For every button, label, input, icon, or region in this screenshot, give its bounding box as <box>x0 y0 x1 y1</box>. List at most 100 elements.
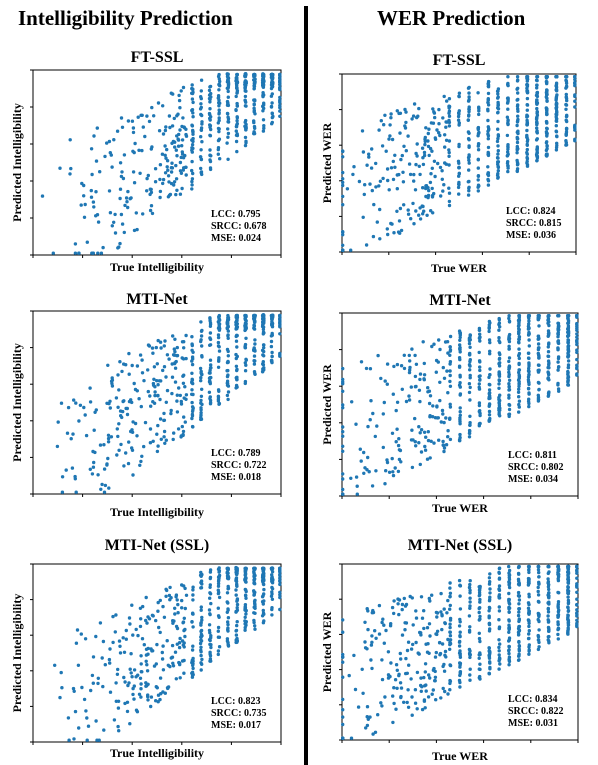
scatter-point <box>235 608 240 612</box>
scatter-point <box>448 594 452 599</box>
scatter-point <box>278 595 282 600</box>
scatter-point <box>101 684 105 689</box>
plot-frame <box>32 563 282 743</box>
scatter-point <box>234 633 239 637</box>
scatter-point <box>448 581 452 585</box>
scatter-point <box>374 161 378 166</box>
scatter-point <box>575 335 579 339</box>
scatter-point <box>360 667 364 671</box>
scatter-point <box>417 425 421 429</box>
scatter-point <box>182 671 186 675</box>
scatter-point <box>546 614 550 618</box>
scatter-point <box>545 75 549 79</box>
scatter-point <box>448 417 452 421</box>
scatter-point <box>537 363 541 367</box>
scatter-point <box>66 716 71 720</box>
scatter-point <box>99 487 103 491</box>
scatter-point <box>175 134 179 138</box>
scatter-point <box>566 365 570 370</box>
scatter-point <box>95 126 100 130</box>
scatter-point <box>252 599 257 604</box>
scatter-point <box>234 129 238 133</box>
scatter-point <box>535 154 539 158</box>
scatter-point <box>422 361 426 366</box>
scatter-point <box>403 124 407 128</box>
scatter-point <box>370 666 374 671</box>
scatter-point <box>253 112 257 116</box>
scatter-point <box>182 616 186 620</box>
scatter-point <box>170 141 174 145</box>
scatter-point <box>546 350 551 354</box>
scatter-point <box>82 405 86 410</box>
scatter-point <box>467 428 472 433</box>
scatter-point <box>217 129 221 134</box>
scatter-point <box>431 404 435 408</box>
scatter-point <box>116 699 121 703</box>
scatter-point <box>226 131 231 136</box>
scatter-point <box>515 167 520 171</box>
scatter-point <box>437 338 441 342</box>
scatter-point <box>545 99 549 103</box>
scatter-point <box>438 133 442 138</box>
scatter-point <box>253 371 257 376</box>
scatter-point <box>422 430 427 434</box>
scatter-point <box>269 94 274 98</box>
scatter-point <box>506 122 510 127</box>
scatter-point <box>181 374 185 378</box>
scatter-point <box>566 375 571 379</box>
scatter-point <box>418 172 422 177</box>
scatter-point <box>414 151 418 156</box>
scatter-point <box>488 373 492 377</box>
scatter-point <box>447 154 451 158</box>
metric-label: SRCC: 0.735 <box>211 708 267 719</box>
scatter-point <box>413 353 417 358</box>
scatter-point <box>486 183 491 187</box>
scatter-point <box>436 161 440 166</box>
scatter-point <box>158 340 163 344</box>
scatter-point <box>546 354 550 358</box>
scatter-point <box>148 427 153 431</box>
scatter-point <box>546 359 551 363</box>
scatter-point <box>468 398 472 402</box>
scatter-point <box>575 590 579 594</box>
scatter-point <box>138 676 143 680</box>
scatter-point <box>442 449 446 454</box>
scatter-point <box>226 157 230 161</box>
scatter-point <box>191 171 195 176</box>
scatter-point <box>175 353 179 358</box>
scatter-point <box>486 109 490 113</box>
scatter-point <box>395 686 399 690</box>
scatter-point <box>424 126 428 130</box>
scatter-point <box>507 636 512 640</box>
scatter-point <box>261 118 266 122</box>
scatter-point <box>564 107 568 112</box>
scatter-point <box>226 616 231 620</box>
scatter-point <box>467 154 471 159</box>
scatter-point <box>226 566 230 571</box>
scatter-point <box>181 429 186 434</box>
scatter-point <box>554 124 558 128</box>
scatter-point <box>443 653 447 657</box>
scatter-point <box>526 351 531 355</box>
scatter-point <box>360 129 365 133</box>
scatter-point <box>487 418 491 423</box>
scatter-point <box>262 587 266 592</box>
scatter-point <box>199 586 204 590</box>
scatter-point <box>507 580 511 584</box>
scatter-point <box>447 203 452 208</box>
scatter-point <box>131 692 135 697</box>
scatter-point <box>507 393 511 397</box>
scatter-point <box>428 676 432 680</box>
scatter-point <box>234 94 238 99</box>
scatter-point <box>235 77 239 81</box>
scatter-point <box>190 143 195 147</box>
scatter-point <box>457 182 461 187</box>
scatter-point <box>363 640 367 644</box>
scatter-point <box>109 435 114 439</box>
scatter-point <box>487 402 492 406</box>
scatter-point <box>516 324 521 328</box>
scatter-point <box>432 191 436 196</box>
scatter-point <box>427 188 431 193</box>
scatter-point <box>199 668 203 672</box>
scatter-point <box>184 593 189 597</box>
